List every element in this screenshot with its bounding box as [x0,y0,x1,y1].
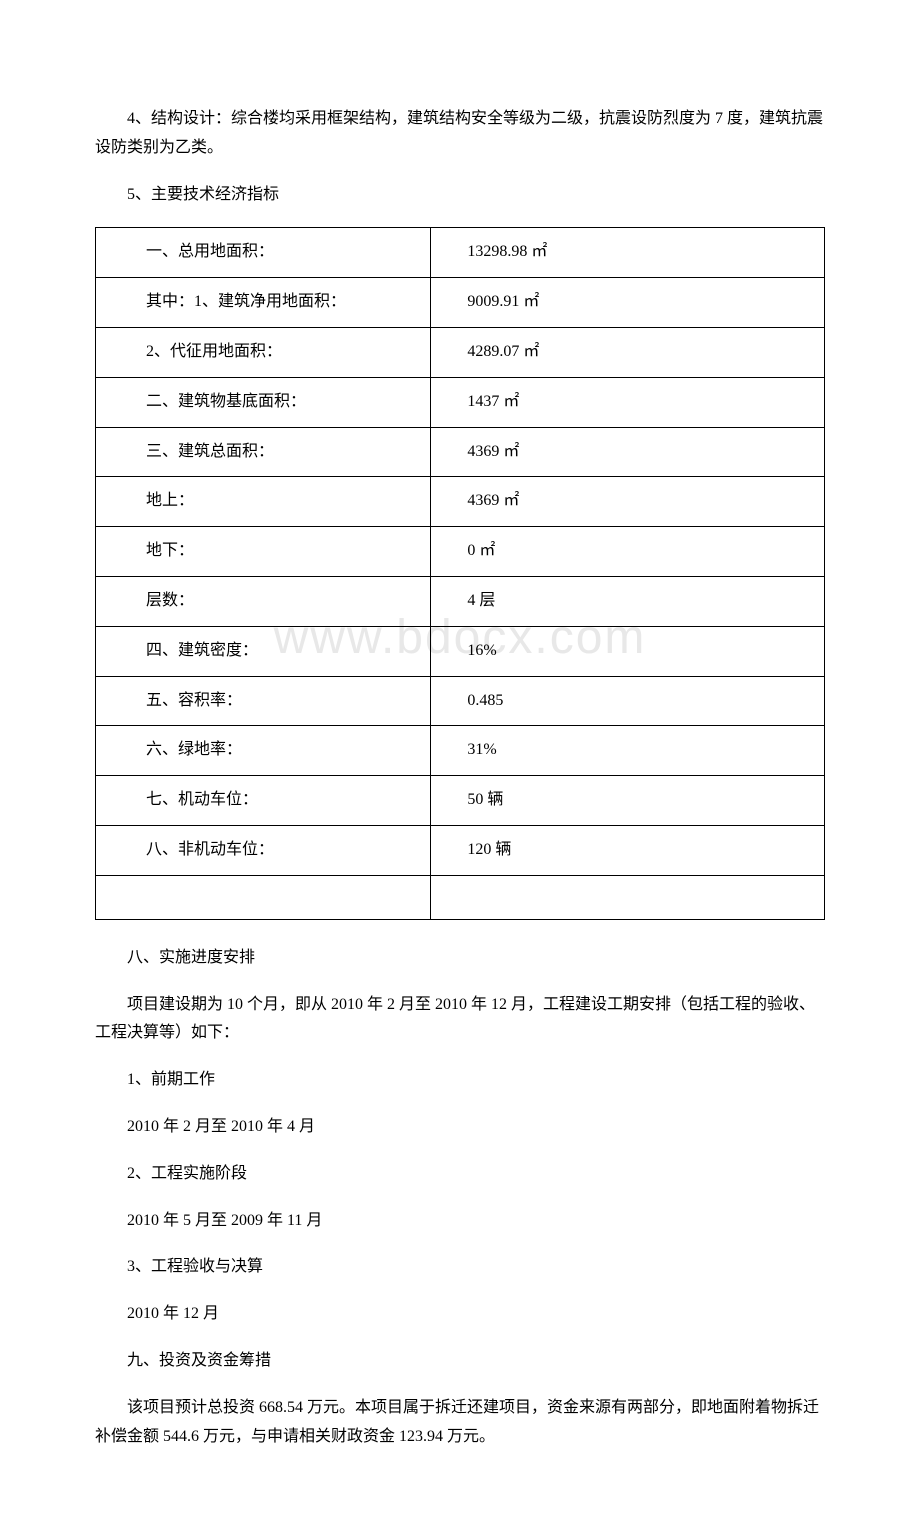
table-row: 其中：1、建筑净用地面积： 9009.91 ㎡ [96,278,825,328]
table-cell-label: 五、容积率： [96,676,431,726]
table-cell-label: 其中：1、建筑净用地面积： [96,278,431,328]
table-cell-value: 1437 ㎡ [431,377,825,427]
table-cell-value: 0 ㎡ [431,527,825,577]
table-row: 地上： 4369 ㎡ [96,477,825,527]
table-cell-label: 2、代征用地面积： [96,327,431,377]
table-row: 层数： 4 层 [96,576,825,626]
table-cell-label: 地下： [96,527,431,577]
table-cell-label: 四、建筑密度： [96,626,431,676]
table-row: 二、建筑物基底面积： 1437 ㎡ [96,377,825,427]
table-cell-value: 13298.98 ㎡ [431,228,825,278]
table-cell-value: 4 层 [431,576,825,626]
step3-label: 3、工程验收与决算 [95,1253,825,1282]
step2-label: 2、工程实施阶段 [95,1160,825,1189]
section9-title: 九、投资及资金筹措 [95,1347,825,1376]
table-row: 六、绿地率： 31% [96,726,825,776]
section9-desc: 该项目预计总投资 668.54 万元。本项目属于拆迁还建项目，资金来源有两部分，… [95,1394,825,1452]
table-row: 四、建筑密度： 16% [96,626,825,676]
table-cell-value: 0.485 [431,676,825,726]
table-cell-value: 4369 ㎡ [431,477,825,527]
table-cell-label: 层数： [96,576,431,626]
table-row: 2、代征用地面积： 4289.07 ㎡ [96,327,825,377]
step3-date: 2010 年 12 月 [95,1300,825,1329]
table-row: 三、建筑总面积： 4369 ㎡ [96,427,825,477]
step1-date: 2010 年 2 月至 2010 年 4 月 [95,1113,825,1142]
step1-label: 1、前期工作 [95,1066,825,1095]
section8-desc: 项目建设期为 10 个月，即从 2010 年 2 月至 2010 年 12 月，… [95,991,825,1049]
tech-econ-table: 一、总用地面积： 13298.98 ㎡ 其中：1、建筑净用地面积： 9009.9… [95,227,825,919]
table-row: 一、总用地面积： 13298.98 ㎡ [96,228,825,278]
table-cell-label: 地上： [96,477,431,527]
step2-date: 2010 年 5 月至 2009 年 11 月 [95,1207,825,1236]
section8-title: 八、实施进度安排 [95,944,825,973]
table-cell-label: 八、非机动车位： [96,825,431,875]
document-content: 4、结构设计：综合楼均采用框架结构，建筑结构安全等级为二级，抗震设防烈度为 7 … [95,105,825,1451]
table-cell-value: 16% [431,626,825,676]
table-cell-value: 50 辆 [431,776,825,826]
table-cell-value [431,875,825,919]
table-cell-label [96,875,431,919]
table-cell-value: 4289.07 ㎡ [431,327,825,377]
table-cell-label: 七、机动车位： [96,776,431,826]
table-row: 七、机动车位： 50 辆 [96,776,825,826]
table-row: 五、容积率： 0.485 [96,676,825,726]
table-cell-label: 三、建筑总面积： [96,427,431,477]
table-cell-label: 一、总用地面积： [96,228,431,278]
table-cell-value: 31% [431,726,825,776]
table-row: 地下： 0 ㎡ [96,527,825,577]
table-cell-value: 4369 ㎡ [431,427,825,477]
paragraph-tech-econ-heading: 5、主要技术经济指标 [95,181,825,210]
table-row [96,875,825,919]
table-cell-label: 二、建筑物基底面积： [96,377,431,427]
paragraph-struct-design: 4、结构设计：综合楼均采用框架结构，建筑结构安全等级为二级，抗震设防烈度为 7 … [95,105,825,163]
table-cell-label: 六、绿地率： [96,726,431,776]
table-cell-value: 120 辆 [431,825,825,875]
table-cell-value: 9009.91 ㎡ [431,278,825,328]
table-row: 八、非机动车位： 120 辆 [96,825,825,875]
